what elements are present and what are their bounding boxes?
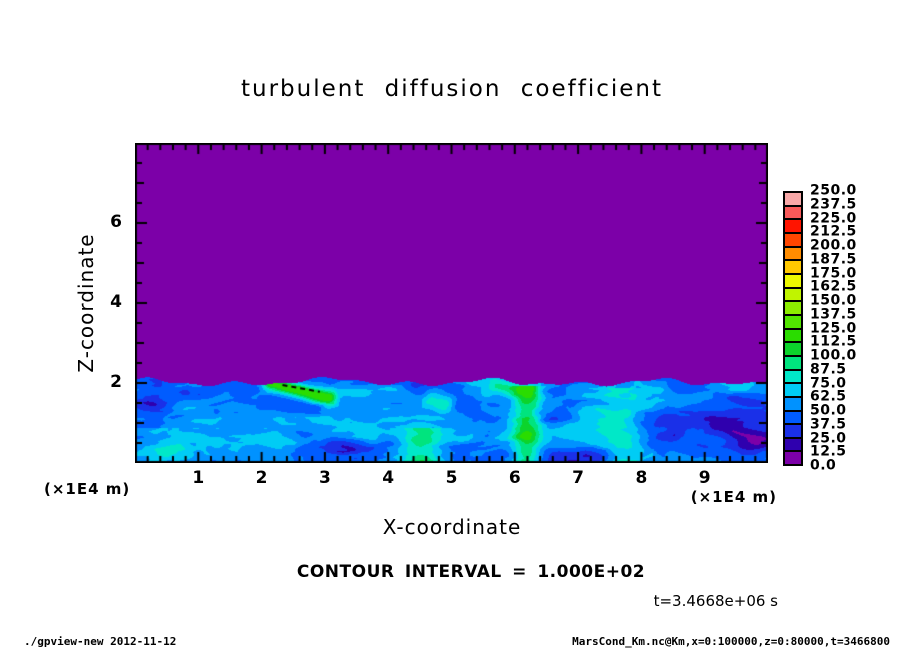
colorbar-segment [785, 274, 801, 289]
x-tick-label: 8 [635, 468, 648, 488]
colorbar-segment [785, 193, 801, 207]
x-tick-label: 6 [508, 468, 521, 488]
time-annotation: t=3.4668e+06 s [653, 592, 778, 610]
colorbar-segment [785, 356, 801, 371]
x-tick-label: 1 [192, 468, 205, 488]
colorbar-tick-label: 75.0 [810, 375, 847, 392]
colorbar [783, 191, 803, 466]
colorbar-tick-label: 212.5 [810, 223, 857, 240]
x-tick-label: 3 [318, 468, 331, 488]
colorbar-tick-label: 62.5 [810, 388, 847, 405]
page-title: turbulent diffusion coefficient [240, 76, 663, 102]
colorbar-tick-label: 237.5 [810, 196, 857, 213]
y-tick-label: 6 [110, 212, 122, 232]
colorbar-tick-label: 37.5 [810, 416, 847, 433]
colorbar-segment [785, 411, 801, 426]
colorbar-tick-label: 175.0 [810, 265, 857, 282]
colorbar-tick-label: 100.0 [810, 347, 857, 364]
x-tick-label: 5 [445, 468, 458, 488]
y-axis-unit: (×1E4 m) [44, 480, 131, 498]
x-axis-label: X-coordinate [382, 515, 522, 539]
colorbar-tick-label: 162.5 [810, 278, 857, 295]
colorbar-tick-label: 187.5 [810, 251, 857, 268]
colorbar-tick-label: 225.0 [810, 210, 857, 227]
colorbar-segment [785, 288, 801, 303]
colorbar-segment [785, 261, 801, 275]
y-tick-label: 2 [110, 372, 122, 392]
colorbar-tick-label: 250.0 [810, 182, 857, 199]
colorbar-segment [785, 397, 801, 412]
colorbar-segment [785, 302, 801, 316]
x-tick-label: 9 [698, 468, 711, 488]
colorbar-segment [785, 438, 801, 453]
x-tick-label: 4 [382, 468, 395, 488]
x-axis-unit: (×1E4 m) [690, 488, 777, 506]
colorbar-tick-label: 0.0 [810, 457, 837, 474]
colorbar-segment [785, 206, 801, 221]
colorbar-tick-label: 125.0 [810, 320, 857, 337]
colorbar-tick-label: 12.5 [810, 443, 847, 460]
x-tick-label: 2 [255, 468, 268, 488]
colorbar-segment [785, 247, 801, 262]
colorbar-tick-label: 200.0 [810, 237, 857, 254]
colorbar-segment [785, 315, 801, 330]
colorbar-tick-label: 25.0 [810, 430, 847, 447]
contour-plot-canvas [135, 143, 768, 463]
colorbar-tick-label: 87.5 [810, 361, 847, 378]
footer-command: ./gpview-new 2012-11-12 [24, 635, 177, 648]
colorbar-tick-label: 112.5 [810, 333, 857, 350]
colorbar-segment [785, 220, 801, 234]
colorbar-tick-label: 150.0 [810, 292, 857, 309]
colorbar-segment [785, 329, 801, 344]
colorbar-segment [785, 425, 801, 439]
x-tick-label: 7 [572, 468, 585, 488]
colorbar-segment [785, 370, 801, 385]
colorbar-tick-label: 50.0 [810, 402, 847, 419]
colorbar-segment [785, 384, 801, 398]
contour-interval-note: CONTOUR INTERVAL = 1.000E+02 [296, 562, 646, 582]
colorbar-segment [785, 233, 801, 248]
footer-datasource: MarsCond_Km.nc@Km,x=0:100000,z=0:80000,t… [572, 635, 890, 648]
colorbar-tick-label: 137.5 [810, 306, 857, 323]
y-tick-label: 4 [110, 292, 122, 312]
colorbar-segment [785, 452, 801, 465]
colorbar-segment [785, 343, 801, 357]
